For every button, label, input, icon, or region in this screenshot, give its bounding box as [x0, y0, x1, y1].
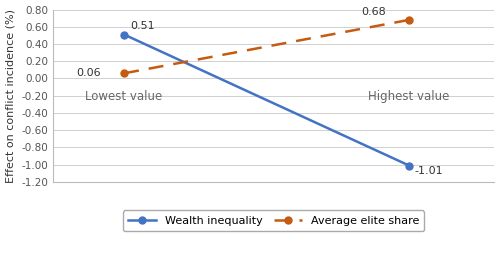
Legend: Wealth inequality, Average elite share: Wealth inequality, Average elite share: [123, 210, 424, 231]
Y-axis label: Effect on conflict incidence (%): Effect on conflict incidence (%): [6, 9, 16, 183]
Text: Lowest value: Lowest value: [86, 90, 162, 103]
Text: Highest value: Highest value: [368, 90, 450, 103]
Text: -1.01: -1.01: [414, 166, 444, 176]
Text: 0.06: 0.06: [76, 68, 102, 78]
Text: 0.51: 0.51: [130, 21, 154, 31]
Text: 0.68: 0.68: [362, 7, 386, 17]
